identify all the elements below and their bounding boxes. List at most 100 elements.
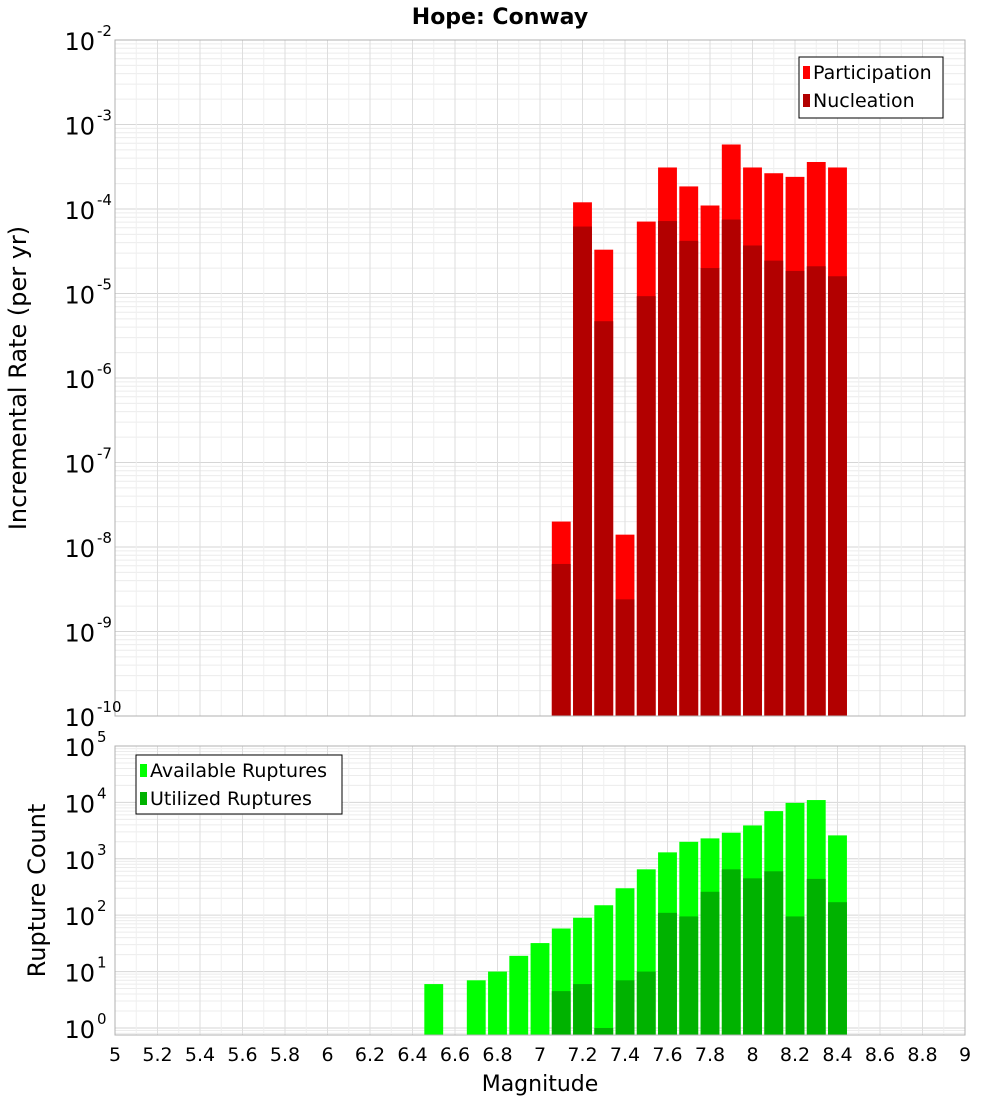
y-tick-exponent: 3 <box>97 841 107 859</box>
legend-swatch <box>803 94 810 107</box>
legend-box <box>135 754 343 815</box>
y-tick-label: 10 <box>64 620 95 648</box>
y-tick-label: 10 <box>64 366 95 394</box>
x-tick-label: 8.4 <box>822 1044 852 1066</box>
x-tick-label: 5.4 <box>185 1044 215 1066</box>
y-tick-exponent: -3 <box>97 107 112 125</box>
y-tick-label: 10 <box>64 28 95 56</box>
y-tick-exponent: -8 <box>97 529 112 547</box>
x-tick-label: 9 <box>959 1044 971 1066</box>
rate-bar-nucleation <box>615 599 635 716</box>
count-bar-utilized-ruptures <box>721 869 741 1035</box>
legend-swatch <box>140 764 147 777</box>
rate-bar-nucleation <box>551 563 571 716</box>
count-bar-utilized-ruptures <box>679 916 699 1035</box>
y-tick-label: 10 <box>64 282 95 310</box>
y-tick-exponent: 5 <box>97 728 107 746</box>
x-tick-label: 7 <box>534 1044 546 1066</box>
y-tick-label: 10 <box>64 903 95 931</box>
legend-label: Available Ruptures <box>150 760 327 782</box>
rate-bar-nucleation <box>721 219 741 717</box>
x-tick-label: 8.8 <box>907 1044 937 1066</box>
legend-label: Nucleation <box>813 90 915 112</box>
rate-bar-nucleation <box>700 268 720 716</box>
rate-bar-nucleation <box>764 260 784 716</box>
y-tick-exponent: -9 <box>97 614 112 632</box>
y-tick-label: 10 <box>64 790 95 818</box>
x-tick-label: 7.2 <box>567 1044 597 1066</box>
y-tick-exponent: -4 <box>97 191 112 209</box>
count-bar-utilized-ruptures <box>700 891 720 1035</box>
y-tick-label: 10 <box>64 704 95 732</box>
count-bar-utilized-ruptures <box>573 984 592 1035</box>
plot-frame-1 <box>114 745 966 1036</box>
legend-label: Participation <box>813 62 932 84</box>
rate-bar-nucleation <box>785 270 805 716</box>
x-tick-label: 5 <box>109 1044 121 1066</box>
rate-bar-nucleation <box>636 296 656 716</box>
y-tick-exponent: -5 <box>97 276 112 294</box>
y-tick-label: 10 <box>64 451 95 479</box>
x-tick-label: 7.4 <box>610 1044 640 1066</box>
x-tick-label: 6.8 <box>482 1044 512 1066</box>
y-tick-label: 10 <box>64 197 95 225</box>
legend-0: Participation Nucleation <box>798 56 944 119</box>
count-bar-available-ruptures <box>424 984 444 1035</box>
x-tick-label: 6.6 <box>440 1044 470 1066</box>
x-tick-label: 7.6 <box>652 1044 682 1066</box>
series-nucleation <box>551 219 847 717</box>
legend-box <box>798 56 944 119</box>
y-axis-label: Incremental Rate (per yr) <box>4 226 32 530</box>
count-bar-utilized-ruptures <box>551 991 571 1035</box>
y-tick-exponent: 2 <box>97 897 107 915</box>
x-tick-label: 7.8 <box>695 1044 725 1066</box>
series-utilized-ruptures <box>551 869 847 1035</box>
legend-swatch <box>140 792 147 805</box>
count-bar-utilized-ruptures <box>828 902 847 1035</box>
x-tick-label: 6.4 <box>397 1044 427 1066</box>
count-bar-utilized-ruptures <box>594 1027 614 1035</box>
rate-bar-nucleation <box>679 240 699 716</box>
x-tick-label: 8.2 <box>780 1044 810 1066</box>
legend-label: Utilized Ruptures <box>150 788 312 810</box>
y-tick-exponent: -10 <box>97 698 122 716</box>
rate-bar-nucleation <box>806 266 826 716</box>
rate-bar-nucleation <box>828 276 847 716</box>
count-bar-available-ruptures <box>594 905 614 1035</box>
count-bar-utilized-ruptures <box>743 878 762 1035</box>
chart-title: Hope: Conway <box>412 5 588 30</box>
y-tick-label: 10 <box>64 847 95 875</box>
y-tick-exponent: -6 <box>97 360 112 378</box>
rate-bar-nucleation <box>743 245 762 717</box>
count-bar-utilized-ruptures <box>806 878 826 1035</box>
count-bar-utilized-ruptures <box>636 971 656 1035</box>
count-bar-utilized-ruptures <box>658 912 677 1035</box>
rate-bar-nucleation <box>573 226 592 716</box>
count-bar-utilized-ruptures <box>785 916 805 1035</box>
count-bar-utilized-ruptures <box>764 871 784 1035</box>
count-bar-available-ruptures <box>530 943 550 1035</box>
count-bar-available-ruptures <box>509 955 529 1035</box>
y-axis-label: Rupture Count <box>23 804 51 978</box>
y-tick-label: 10 <box>64 113 95 141</box>
y-tick-label: 10 <box>64 535 95 563</box>
legend-swatch <box>803 66 810 79</box>
y-tick-exponent: -7 <box>97 445 112 463</box>
x-tick-label: 6 <box>321 1044 333 1066</box>
rate-bar-nucleation <box>658 221 677 716</box>
y-tick-exponent: -2 <box>97 22 112 40</box>
count-bar-available-ruptures <box>488 971 507 1035</box>
x-tick-label: 8 <box>746 1044 758 1066</box>
y-tick-label: 10 <box>64 734 95 762</box>
y-tick-label: 10 <box>64 960 95 988</box>
x-tick-label: 6.2 <box>355 1044 385 1066</box>
x-tick-label: 5.2 <box>142 1044 172 1066</box>
x-tick-label: 5.8 <box>270 1044 300 1066</box>
y-tick-label: 10 <box>64 1016 95 1044</box>
legend-1: Available Ruptures Utilized Ruptures <box>135 754 343 815</box>
y-tick-exponent: 4 <box>97 784 107 802</box>
x-axis-label: Magnitude <box>482 1072 599 1097</box>
plot-frame-0 <box>114 39 966 717</box>
